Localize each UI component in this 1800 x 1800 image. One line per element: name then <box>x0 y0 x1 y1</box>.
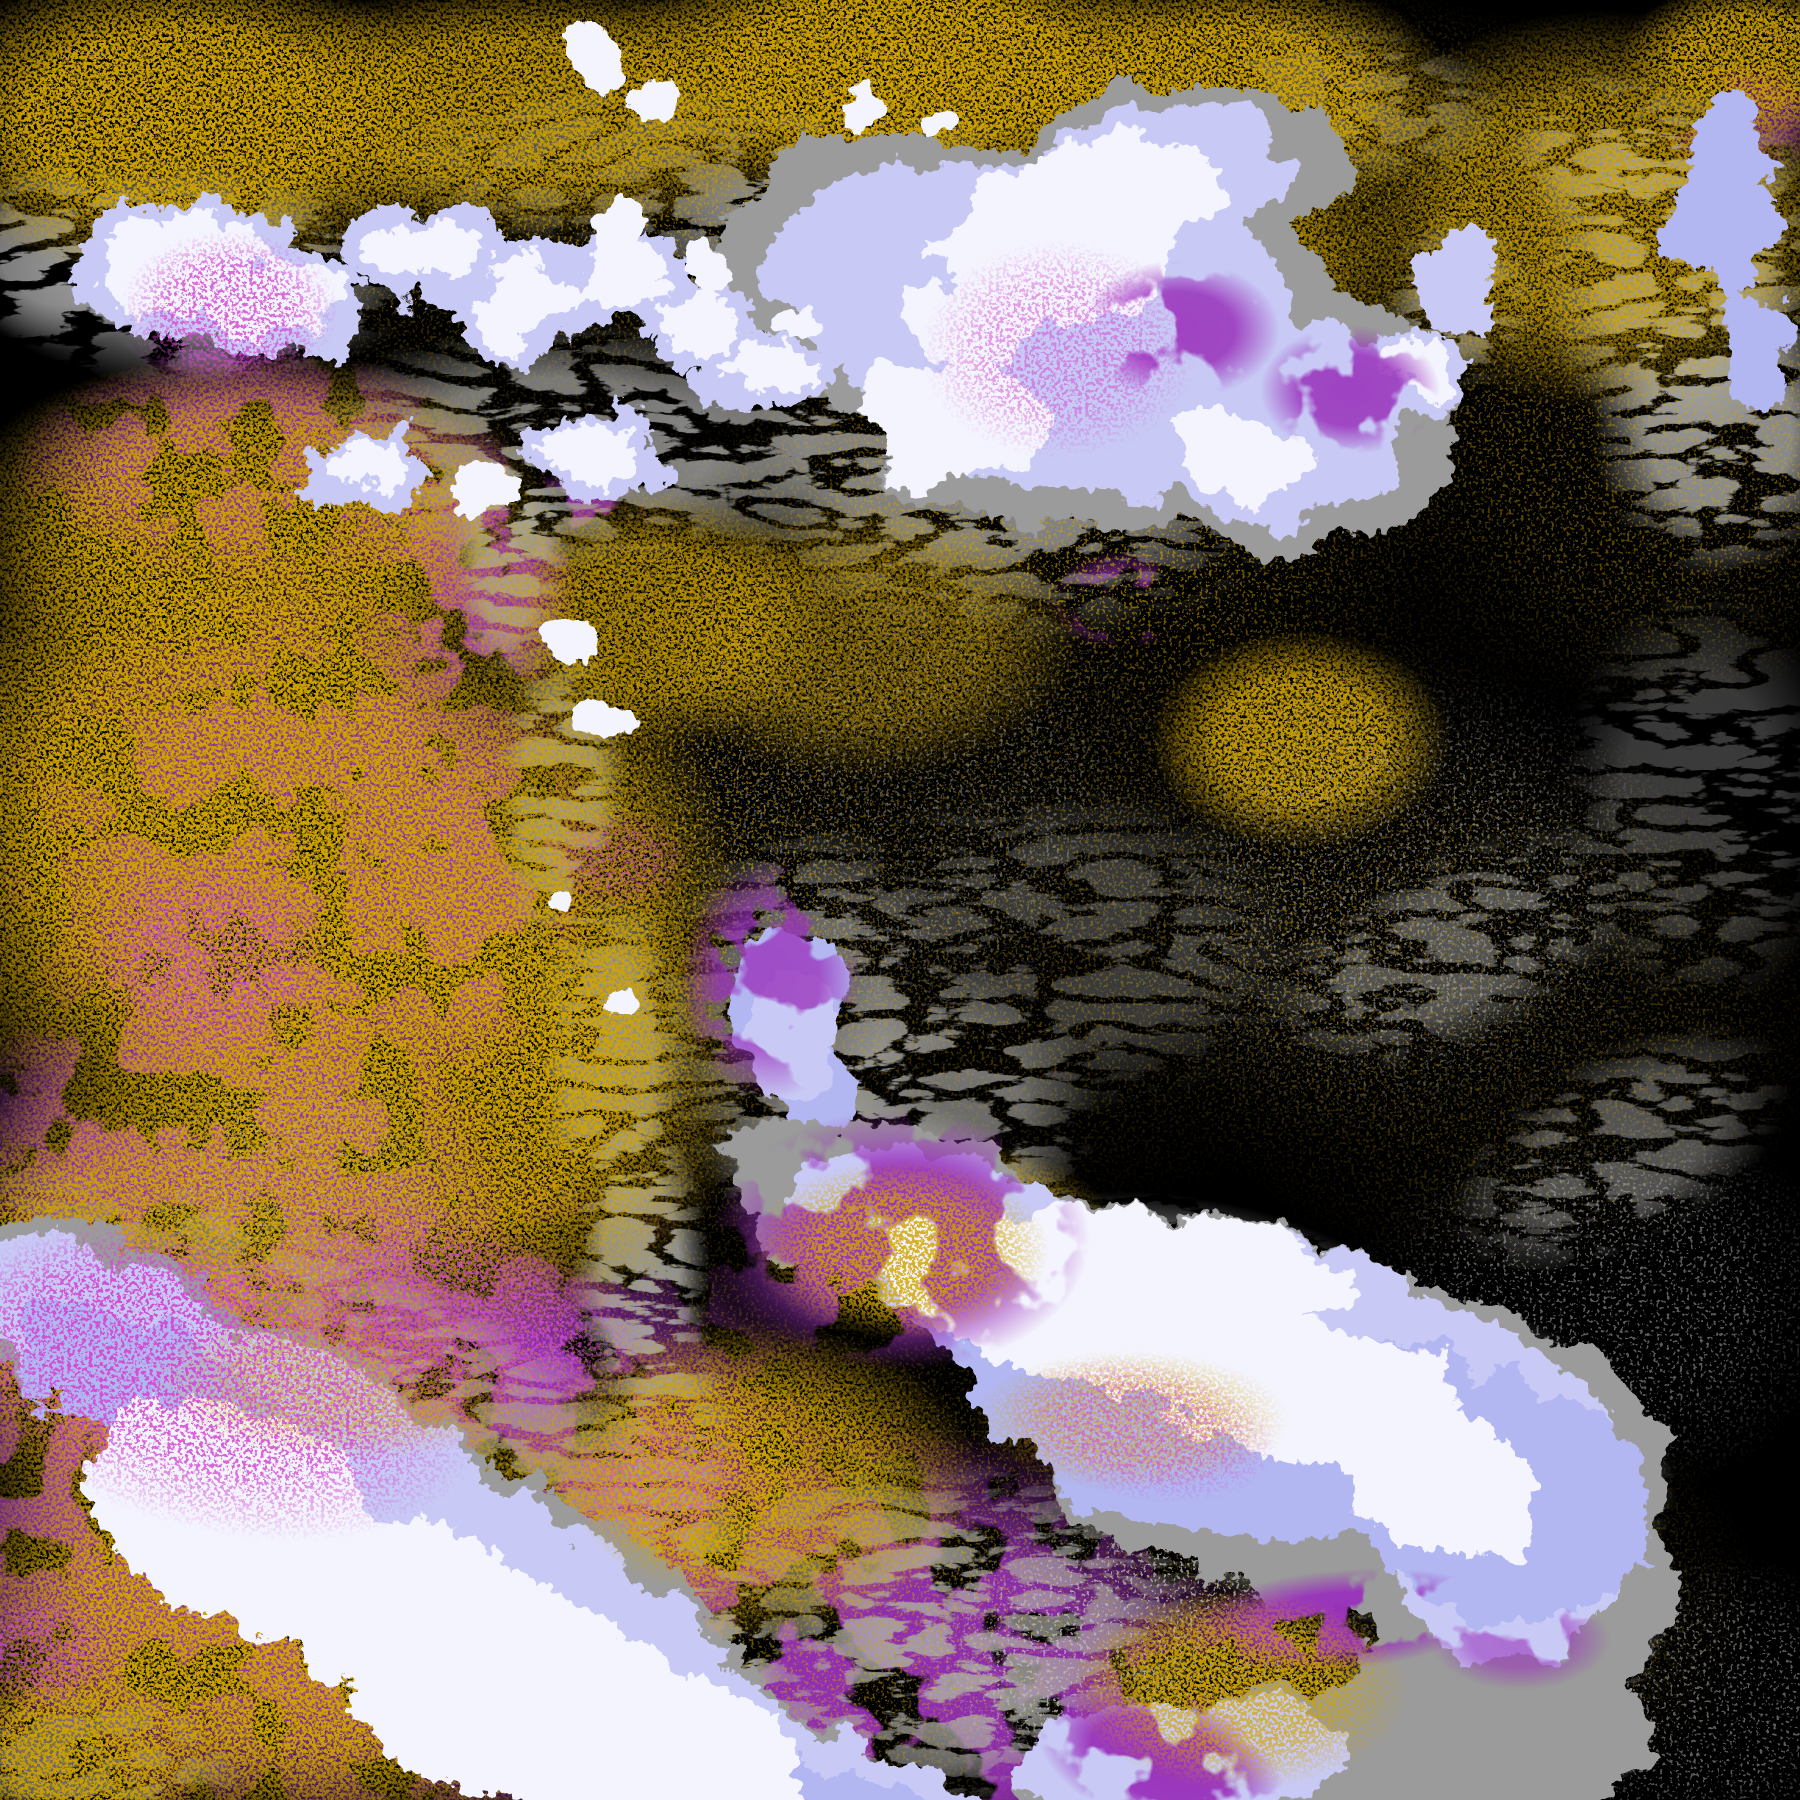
satellite-image-canvas <box>0 0 1800 1800</box>
satellite-image <box>0 0 1800 1800</box>
magenta-speckle-layer-blob <box>0 0 1800 1800</box>
magenta-speckle-layer <box>0 0 1800 1800</box>
